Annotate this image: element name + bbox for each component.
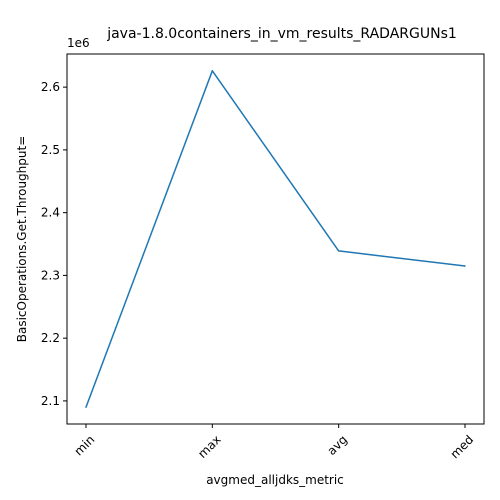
chart-title: java-1.8.0containers_in_vm_results_RADAR… [106,26,457,42]
y-tick-label: 2.4 [41,206,60,220]
data-point [85,406,87,408]
x-axis: min max avg med [71,424,476,461]
plot-frame [67,54,484,424]
y-tick-label: 2.5 [41,143,60,157]
y-tick-label: 2.3 [41,268,60,282]
x-axis-label: avgmed_alljdks_metric [206,473,344,487]
x-tick-label: max [195,432,223,460]
data-point [212,70,214,72]
series-layer [85,70,465,408]
series-line [86,71,465,407]
x-tick-label: med [448,432,477,461]
y-axis-label: BasicOperations.Get.Throughput= [15,136,29,343]
y-tick-label: 2.6 [41,80,60,94]
x-tick-label: min [71,432,97,458]
data-point [338,250,340,252]
plot-area [67,54,484,424]
y-axis: 2.1 2.2 2.3 2.4 2.5 2.6 [41,80,67,408]
y-offset-label: 1e6 [67,36,90,50]
x-tick-label: avg [324,432,350,458]
y-tick-label: 2.1 [41,394,60,408]
y-tick-label: 2.2 [41,331,60,345]
data-point [464,265,466,267]
